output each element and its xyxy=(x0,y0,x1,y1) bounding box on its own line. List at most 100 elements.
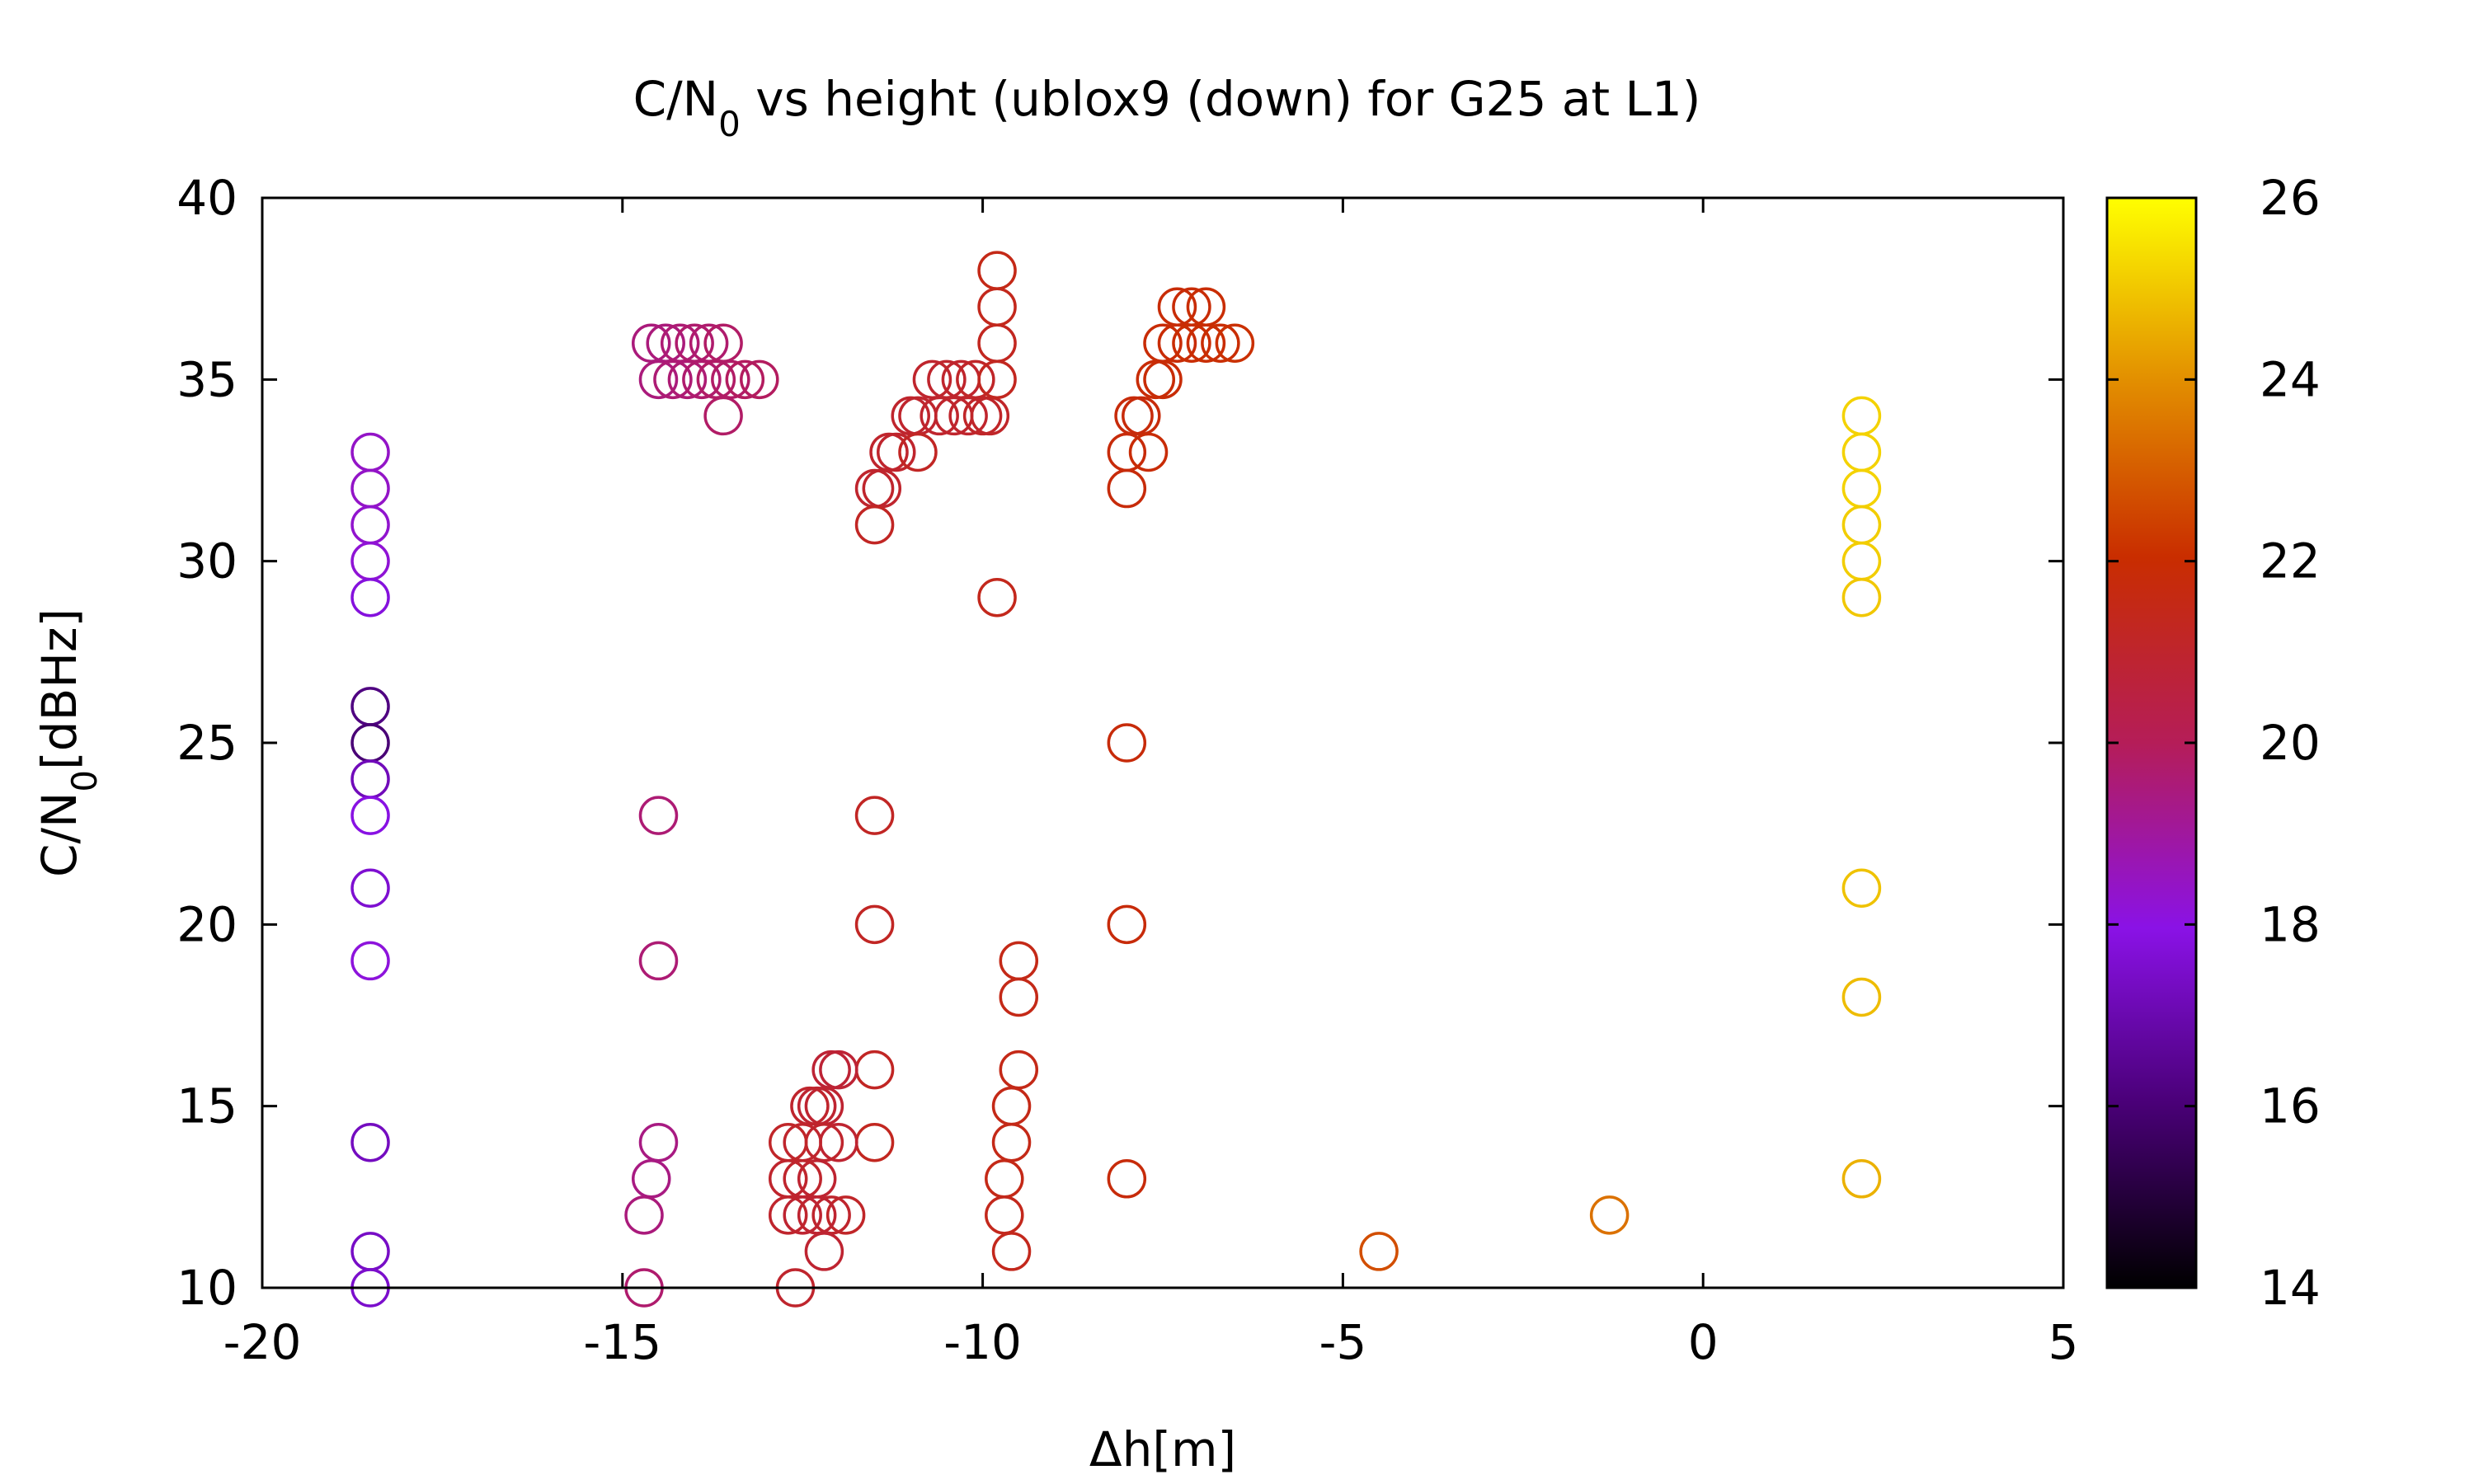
data-point xyxy=(1107,432,1147,472)
x-tick-label: -20 xyxy=(223,1314,302,1370)
data-point xyxy=(638,941,679,981)
data-point xyxy=(1841,432,1882,472)
data-point xyxy=(977,359,1017,400)
data-point xyxy=(811,1050,851,1090)
data-point xyxy=(854,796,895,835)
colorbar-tick-label: 18 xyxy=(2260,896,2321,952)
data-point xyxy=(797,1086,837,1126)
data-point xyxy=(350,468,390,509)
data-point xyxy=(711,359,750,400)
y-tick-label: 15 xyxy=(176,1078,238,1134)
data-point xyxy=(999,1050,1039,1090)
data-point xyxy=(783,1195,822,1235)
data-point xyxy=(999,977,1039,1017)
data-point xyxy=(854,1122,895,1162)
data-point xyxy=(825,1195,866,1235)
colorbar-tick-label: 22 xyxy=(2260,533,2321,589)
data-point xyxy=(1841,868,1882,909)
x-tick-label: -5 xyxy=(1319,1314,1366,1370)
colorbar: 14 16 18 20 22 24 26 xyxy=(2105,170,2321,1316)
data-point xyxy=(804,1232,844,1271)
data-point xyxy=(985,1159,1024,1199)
colorbar-tick-label: 26 xyxy=(2260,170,2321,226)
colorbar-tick-label: 14 xyxy=(2260,1260,2321,1316)
data-point xyxy=(1157,323,1197,364)
data-point xyxy=(854,505,895,545)
data-point xyxy=(1215,323,1255,364)
data-point xyxy=(768,1195,808,1235)
data-point xyxy=(991,1086,1032,1126)
data-point xyxy=(350,541,390,581)
data-point xyxy=(891,396,930,436)
data-point xyxy=(1841,541,1882,581)
data-point xyxy=(350,505,390,545)
y-tick-label: 30 xyxy=(176,533,238,589)
data-point xyxy=(638,796,679,835)
data-point xyxy=(1107,1159,1147,1199)
plot-area: -20 -15 -10 -5 0 5 10 15 20 25 30 35 40 xyxy=(176,170,2078,1370)
data-point xyxy=(350,868,390,909)
data-point xyxy=(1186,323,1226,364)
x-tick-label: 5 xyxy=(2048,1314,2079,1370)
data-point xyxy=(740,359,779,400)
data-point xyxy=(977,251,1017,290)
data-point xyxy=(977,577,1017,618)
data-point xyxy=(1359,1232,1399,1271)
data-point xyxy=(854,1050,895,1090)
data-point xyxy=(631,1159,671,1199)
colorbar-gradient xyxy=(2107,198,2196,1288)
data-point xyxy=(350,759,390,799)
chart-title: C/N0 vs height (ublox9 (down) for G25 at… xyxy=(633,71,1701,144)
data-point xyxy=(869,432,909,472)
data-point xyxy=(725,359,765,400)
colorbar-tick-label: 16 xyxy=(2260,1078,2321,1134)
data-point xyxy=(350,1232,390,1271)
data-point xyxy=(985,1195,1024,1235)
data-point xyxy=(350,687,390,726)
data-point xyxy=(977,287,1017,326)
data-point xyxy=(1841,577,1882,618)
data-point xyxy=(1143,323,1183,364)
data-point xyxy=(703,396,743,436)
data-point xyxy=(1841,1159,1882,1199)
data-point xyxy=(1841,505,1882,545)
data-point xyxy=(862,468,902,509)
data-point xyxy=(854,468,895,509)
data-point xyxy=(1107,468,1147,509)
data-point xyxy=(1589,1195,1630,1235)
y-tick-label: 10 xyxy=(176,1260,238,1316)
data-point xyxy=(991,1122,1032,1162)
data-point xyxy=(877,432,916,472)
data-point xyxy=(350,577,390,618)
data-point xyxy=(819,1050,858,1090)
data-point xyxy=(350,941,390,981)
data-point xyxy=(624,1195,664,1235)
data-point xyxy=(350,796,390,835)
y-tick-label: 40 xyxy=(176,170,238,226)
data-point xyxy=(1136,359,1176,400)
x-axis-label: Δh[m] xyxy=(1089,1421,1236,1477)
colorbar-ticks: 14 16 18 20 22 24 26 xyxy=(2107,170,2321,1316)
colorbar-tick-label: 20 xyxy=(2260,715,2321,771)
x-tick-label: 0 xyxy=(1688,1314,1719,1370)
x-tick-label: -10 xyxy=(943,1314,1022,1370)
x-axis-ticks: -20 -15 -10 -5 0 5 xyxy=(223,198,2079,1370)
data-point xyxy=(1128,432,1169,472)
x-tick-label: -15 xyxy=(583,1314,661,1370)
y-tick-label: 20 xyxy=(176,896,238,952)
data-point xyxy=(999,941,1039,981)
data-point xyxy=(898,396,938,436)
data-point xyxy=(1841,468,1882,509)
data-point xyxy=(898,432,938,472)
colorbar-tick-label: 24 xyxy=(2260,351,2321,407)
data-point xyxy=(1107,723,1147,763)
y-tick-label: 25 xyxy=(176,715,238,771)
data-point xyxy=(1143,359,1183,400)
data-point xyxy=(977,323,1017,364)
data-point xyxy=(350,723,390,763)
data-point xyxy=(350,432,390,472)
data-point xyxy=(1201,323,1240,364)
data-point xyxy=(350,1122,390,1162)
data-point xyxy=(1114,396,1154,436)
